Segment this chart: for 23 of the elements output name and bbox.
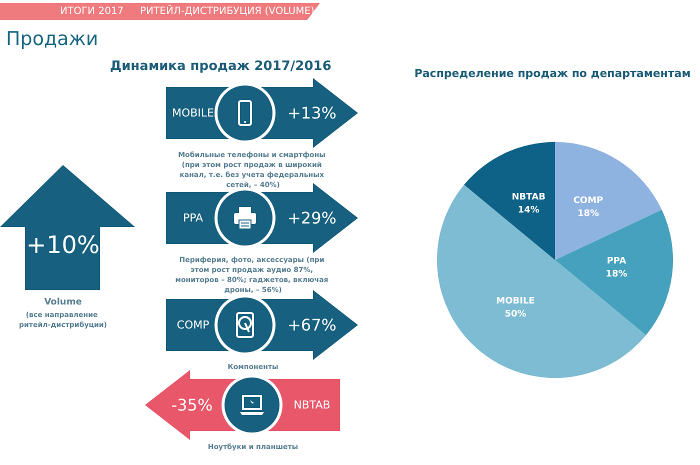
text: РИТЕЙЛ-ДИСТРИБУЦИЯ (VOLUME) — [140, 4, 314, 19]
category-label: NBTAB — [294, 398, 330, 412]
data-label: 50% — [504, 309, 526, 320]
category-label: PPA — [182, 212, 204, 224]
data-label: +13% — [288, 104, 336, 122]
slice-label: PPA — [606, 256, 626, 266]
data-label: +10% — [26, 231, 100, 259]
chart-title: Распределение продаж по департаментам — [414, 67, 691, 80]
category-label: Volume — [44, 298, 82, 308]
text: Продажи — [6, 28, 98, 50]
category-label: COMP — [176, 318, 210, 332]
data-label: -35% — [171, 396, 213, 414]
text: Динамика продаж 2017/2016 — [110, 59, 332, 74]
slice-label: NBTAB — [512, 192, 546, 202]
text: ИТОГИ 2017 — [60, 5, 124, 19]
data-label: +67% — [288, 316, 336, 334]
category-label: MOBILE — [172, 106, 214, 120]
data-label: 18% — [577, 209, 599, 220]
data-label: +29% — [288, 208, 336, 228]
slice-label: MOBILE — [496, 296, 535, 306]
slice-label: COMP — [573, 196, 604, 206]
data-label: 14% — [518, 205, 540, 216]
data-label: 18% — [606, 269, 628, 280]
